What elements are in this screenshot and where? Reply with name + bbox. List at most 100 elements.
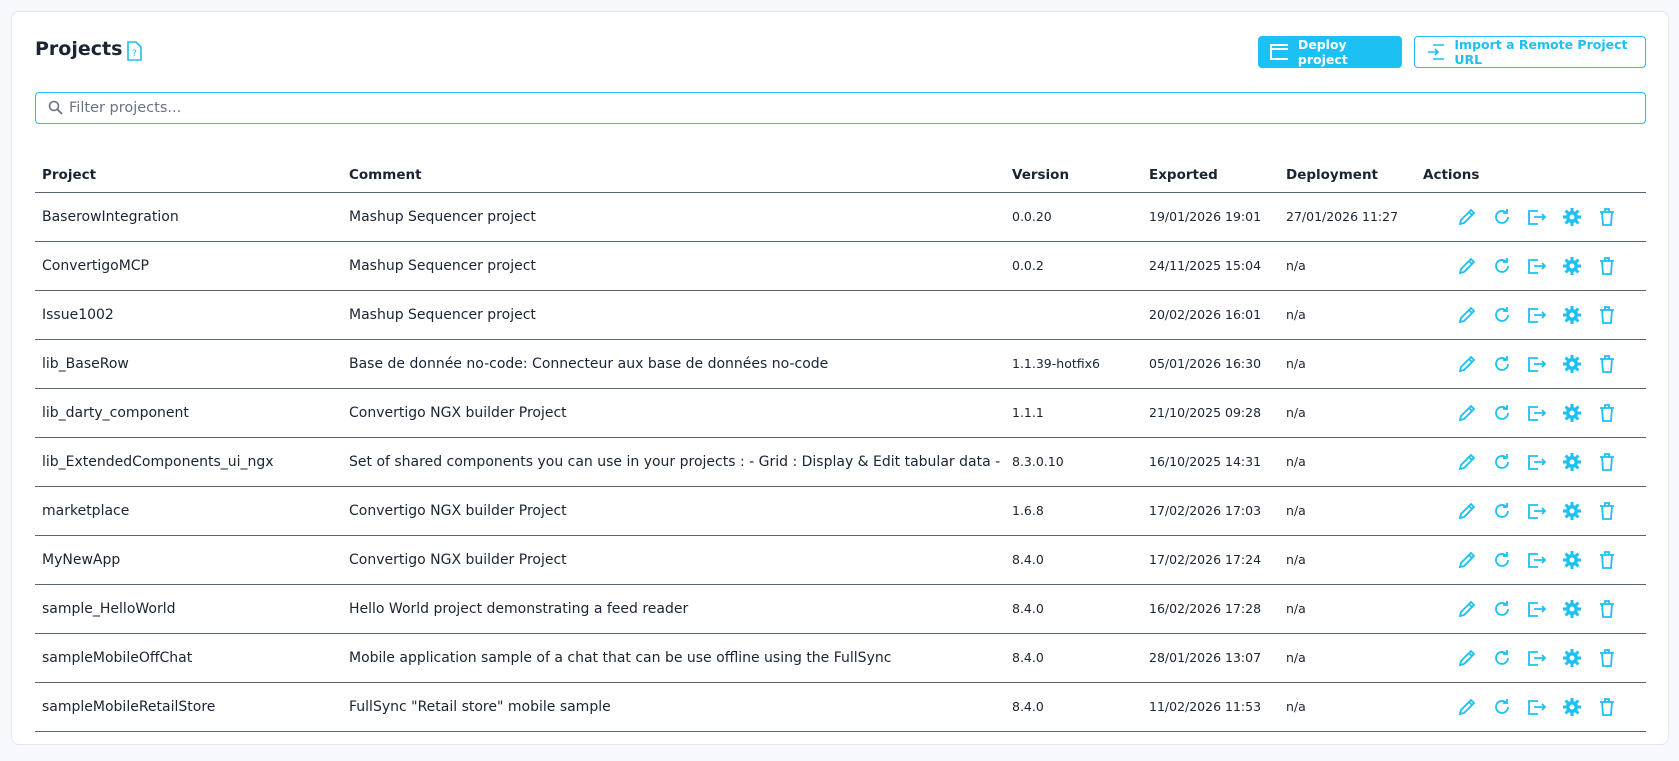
settings-icon[interactable]: [1562, 501, 1582, 521]
cell: Set of shared components you can use in …: [342, 437, 1005, 487]
export-icon[interactable]: [1527, 599, 1547, 619]
settings-icon[interactable]: [1562, 697, 1582, 717]
reload-icon[interactable]: [1492, 207, 1512, 227]
settings-icon[interactable]: [1562, 599, 1582, 619]
cell: sample_HelloWorld: [35, 584, 342, 634]
project-row: BaserowIntegration Mashup Sequencer proje…: [35, 192, 1646, 242]
cell: sampleMobileRetailStore: [35, 682, 342, 732]
delete-icon[interactable]: [1597, 501, 1617, 521]
cell: FullSync "Retail store" mobile sample: [342, 682, 1005, 732]
actions: [1423, 648, 1639, 668]
reload-icon[interactable]: [1492, 452, 1512, 472]
projects-table: Project Comment Version Exported Deployment A…: [35, 158, 1646, 732]
export-icon[interactable]: [1527, 354, 1547, 374]
cell: Convertigo NGX builder Project: [342, 486, 1005, 536]
button-label: Import a Remote Project URL: [1454, 37, 1628, 67]
actions-cell: [1416, 241, 1646, 291]
reload-icon[interactable]: [1492, 256, 1512, 276]
cell: n/a: [1279, 584, 1416, 634]
edit-icon[interactable]: [1457, 550, 1477, 570]
reload-icon[interactable]: [1492, 354, 1512, 374]
cell: Issue1002: [35, 290, 342, 340]
edit-icon[interactable]: [1457, 501, 1477, 521]
reload-icon[interactable]: [1492, 403, 1512, 423]
export-icon[interactable]: [1527, 648, 1547, 668]
project-row: lib_darty_component Convertigo NGX builde…: [35, 388, 1646, 438]
cell: 21/10/2025 09:28: [1142, 388, 1279, 438]
delete-icon[interactable]: [1597, 305, 1617, 325]
export-icon[interactable]: [1527, 501, 1547, 521]
cell: 8.3.0.10: [1005, 437, 1142, 487]
cell: 05/01/2026 16:30: [1142, 339, 1279, 389]
export-icon[interactable]: [1527, 256, 1547, 276]
edit-icon[interactable]: [1457, 599, 1477, 619]
import-button[interactable]: Import a Remote Project URL: [1414, 36, 1646, 68]
settings-icon[interactable]: [1562, 305, 1582, 325]
export-icon[interactable]: [1527, 697, 1547, 717]
reload-icon[interactable]: [1492, 501, 1512, 521]
reload-icon[interactable]: [1492, 550, 1512, 570]
delete-icon[interactable]: [1597, 648, 1617, 668]
column-header: Comment: [342, 158, 1005, 193]
delete-icon[interactable]: [1597, 207, 1617, 227]
settings-icon[interactable]: [1562, 207, 1582, 227]
projects-card: Projects ? Deploy project Import a Remot…: [11, 11, 1669, 745]
help-icon[interactable]: ?: [125, 41, 143, 61]
edit-icon[interactable]: [1457, 403, 1477, 423]
cell: sampleMobileOffChat: [35, 633, 342, 683]
actions: [1423, 501, 1639, 521]
delete-icon[interactable]: [1597, 256, 1617, 276]
actions-cell: [1416, 682, 1646, 732]
settings-icon[interactable]: [1562, 256, 1582, 276]
reload-icon[interactable]: [1492, 305, 1512, 325]
cell: 1.6.8: [1005, 486, 1142, 536]
actions-cell: [1416, 339, 1646, 389]
settings-icon[interactable]: [1562, 550, 1582, 570]
export-icon[interactable]: [1527, 550, 1547, 570]
actions: [1423, 207, 1639, 227]
edit-icon[interactable]: [1457, 354, 1477, 374]
edit-icon[interactable]: [1457, 207, 1477, 227]
edit-icon[interactable]: [1457, 697, 1477, 717]
settings-icon[interactable]: [1562, 648, 1582, 668]
actions-cell: [1416, 290, 1646, 340]
actions-cell: [1416, 584, 1646, 634]
delete-icon[interactable]: [1597, 452, 1617, 472]
settings-icon[interactable]: [1562, 403, 1582, 423]
cell: 8.4.0: [1005, 682, 1142, 732]
reload-icon[interactable]: [1492, 648, 1512, 668]
edit-icon[interactable]: [1457, 305, 1477, 325]
cell: n/a: [1279, 290, 1416, 340]
delete-icon[interactable]: [1597, 354, 1617, 374]
delete-icon[interactable]: [1597, 599, 1617, 619]
edit-icon[interactable]: [1457, 256, 1477, 276]
actions: [1423, 599, 1639, 619]
export-icon[interactable]: [1527, 305, 1547, 325]
cell: MyNewApp: [35, 535, 342, 585]
settings-icon[interactable]: [1562, 452, 1582, 472]
reload-icon[interactable]: [1492, 599, 1512, 619]
project-row: sample_HelloWorld Hello World project dem…: [35, 584, 1646, 634]
edit-icon[interactable]: [1457, 648, 1477, 668]
export-icon[interactable]: [1527, 452, 1547, 472]
reload-icon[interactable]: [1492, 697, 1512, 717]
actions-cell: [1416, 437, 1646, 487]
edit-icon[interactable]: [1457, 452, 1477, 472]
export-icon[interactable]: [1527, 403, 1547, 423]
delete-icon[interactable]: [1597, 550, 1617, 570]
actions: [1423, 452, 1639, 472]
delete-icon[interactable]: [1597, 403, 1617, 423]
cell: 1.1.1: [1005, 388, 1142, 438]
settings-icon[interactable]: [1562, 354, 1582, 374]
cell: 19/01/2026 19:01: [1142, 192, 1279, 242]
export-icon[interactable]: [1527, 207, 1547, 227]
search-input[interactable]: Filter projects...: [35, 92, 1646, 124]
deploy-button[interactable]: Deploy project: [1258, 36, 1402, 68]
project-row: sampleMobileOffChat Mobile application sa…: [35, 633, 1646, 683]
cell: 27/01/2026 11:27: [1279, 192, 1416, 242]
cell: marketplace: [35, 486, 342, 536]
delete-icon[interactable]: [1597, 697, 1617, 717]
placeholder: Filter projects...: [69, 100, 182, 116]
actions-cell: [1416, 633, 1646, 683]
